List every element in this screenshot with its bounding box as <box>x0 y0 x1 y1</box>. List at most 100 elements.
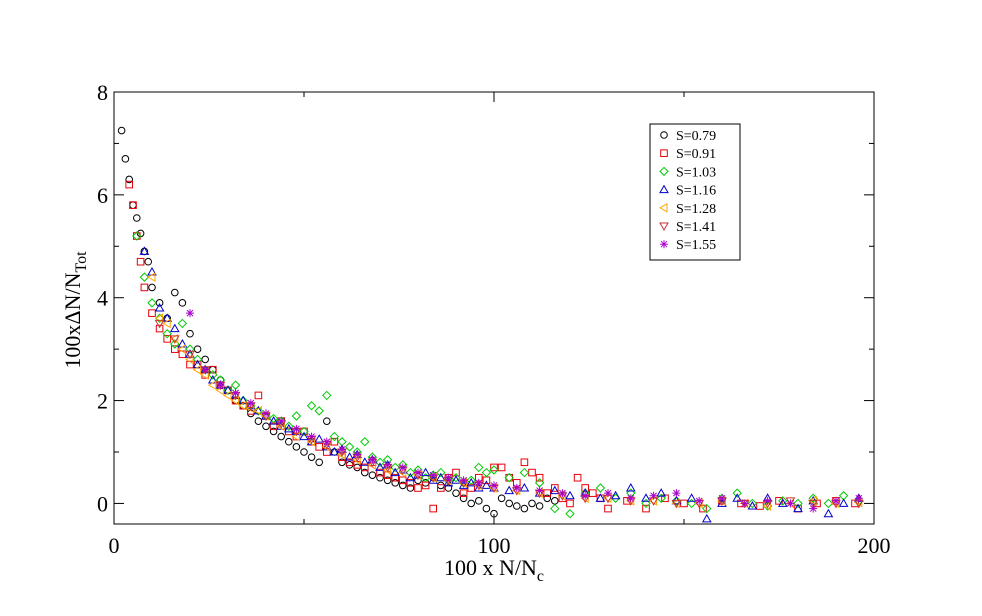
data-point <box>285 437 293 446</box>
data-point <box>322 390 332 401</box>
data-point <box>376 468 384 477</box>
y-tick-label: 8 <box>97 80 108 105</box>
data-point <box>519 482 530 492</box>
data-point <box>314 406 324 416</box>
data-point <box>420 473 431 483</box>
legend-item: S=1.03 <box>659 165 716 180</box>
data-point <box>391 479 400 487</box>
data-point <box>435 472 446 482</box>
data-point <box>481 480 492 489</box>
data-point <box>262 409 270 418</box>
data-point <box>361 463 369 472</box>
data-point <box>672 489 681 498</box>
data-point <box>360 437 370 447</box>
data-point <box>139 272 150 282</box>
data-point <box>148 283 156 292</box>
data-point <box>368 455 377 464</box>
data-point <box>421 479 430 487</box>
data-point <box>793 503 803 513</box>
data-point <box>163 335 171 343</box>
data-point <box>504 485 515 495</box>
data-point <box>299 426 309 437</box>
data-point <box>276 421 287 430</box>
data-point <box>558 489 567 498</box>
legend-label: S=1.41 <box>676 220 716 235</box>
data-point <box>626 494 635 503</box>
data-point <box>154 302 165 312</box>
data-point <box>549 485 560 495</box>
data-point <box>505 499 514 508</box>
data-point <box>437 484 445 492</box>
data-point <box>246 399 255 408</box>
data-point <box>140 283 149 292</box>
data-point <box>832 496 840 505</box>
data-point <box>368 471 377 479</box>
legend-item: S=0.79 <box>660 129 716 144</box>
data-point <box>383 460 392 469</box>
data-point <box>642 504 650 513</box>
data-point <box>231 388 240 397</box>
data-point <box>604 489 612 498</box>
data-point <box>185 350 195 360</box>
data-point <box>162 318 171 329</box>
y-axis-title: 100xΔN/NTot <box>60 251 90 369</box>
data-series-layer <box>117 126 864 523</box>
legend-marker <box>659 222 669 232</box>
data-point <box>550 503 560 514</box>
data-point <box>307 432 316 441</box>
data-point <box>482 504 491 513</box>
x-tick-label: 100 <box>478 533 511 558</box>
data-point <box>641 493 651 502</box>
data-point <box>625 482 636 492</box>
data-point <box>740 499 749 508</box>
data-point <box>482 476 491 485</box>
data-point <box>329 446 340 456</box>
data-point <box>133 214 141 222</box>
legend-label: S=1.55 <box>676 238 716 253</box>
data-point <box>162 329 172 339</box>
data-point <box>406 484 415 492</box>
data-point <box>701 513 712 523</box>
data-point <box>338 458 346 467</box>
data-point <box>551 484 559 492</box>
legend-box <box>649 123 741 261</box>
data-point <box>429 504 437 513</box>
data-point <box>581 491 590 500</box>
data-point <box>338 445 346 454</box>
data-point <box>253 405 264 415</box>
legend-label: S=1.16 <box>676 184 716 199</box>
data-point <box>223 385 233 395</box>
data-point <box>209 365 217 374</box>
data-point <box>497 494 506 503</box>
data-point <box>656 493 666 503</box>
data-point <box>520 458 529 467</box>
data-point <box>718 494 726 503</box>
data-point <box>763 496 772 505</box>
data-point <box>277 417 286 426</box>
data-point <box>535 502 544 510</box>
data-point <box>535 473 544 482</box>
data-point <box>292 424 301 433</box>
data-point <box>420 467 431 477</box>
data-point <box>512 484 521 492</box>
data-point <box>136 257 145 266</box>
data-point <box>436 467 446 478</box>
data-point <box>254 391 263 400</box>
data-point <box>216 381 225 390</box>
data-point <box>169 335 180 344</box>
data-point <box>823 508 834 518</box>
data-point <box>269 427 278 436</box>
data-point <box>306 436 317 446</box>
data-point <box>793 498 803 509</box>
data-point <box>405 467 416 478</box>
data-point <box>528 468 536 477</box>
data-point <box>686 498 697 509</box>
data-point <box>519 467 530 478</box>
data-point <box>208 370 218 380</box>
data-point <box>756 502 764 510</box>
legend-item: S=1.41 <box>659 220 716 235</box>
data-point <box>383 476 392 485</box>
legend-marker <box>658 202 668 213</box>
data-point <box>809 504 818 513</box>
